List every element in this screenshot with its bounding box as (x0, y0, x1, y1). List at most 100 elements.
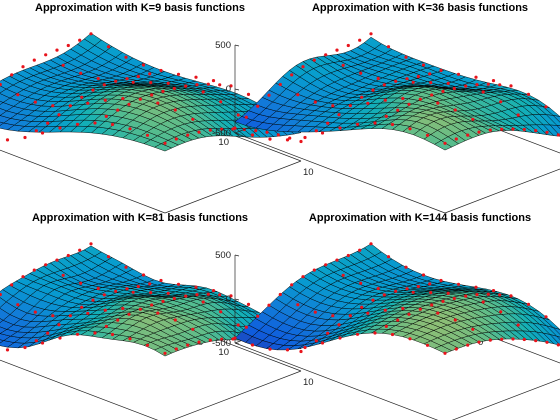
target-point (430, 303, 434, 307)
target-point (303, 135, 307, 140)
target-point (250, 343, 255, 347)
target-point (44, 53, 48, 57)
target-point (394, 289, 398, 293)
x-tick-label: 0 (478, 337, 483, 348)
subplot-title: Approximation with K=81 basis functions (32, 212, 248, 224)
target-point (371, 298, 375, 302)
target-point (131, 80, 135, 84)
target-point (127, 102, 131, 106)
target-point (191, 327, 195, 331)
target-point (229, 294, 233, 298)
z-tick-label: -500 (212, 338, 231, 349)
target-point (156, 101, 160, 105)
target-point (509, 294, 513, 298)
target-point (346, 253, 350, 258)
target-point (34, 129, 38, 133)
target-point (360, 95, 364, 99)
target-point (138, 307, 142, 311)
target-point (373, 331, 377, 335)
target-point (544, 105, 548, 109)
target-point (173, 318, 177, 322)
target-point (324, 53, 328, 57)
target-point (128, 337, 132, 341)
target-point (498, 293, 502, 297)
target-point (285, 348, 290, 352)
target-point (191, 117, 195, 121)
target-point (441, 89, 445, 93)
subplot-2: Approximation with K=36 basis functions -… (212, 2, 560, 214)
target-point (148, 282, 152, 286)
target-point (250, 133, 255, 137)
target-point (55, 48, 59, 52)
target-point (511, 337, 515, 341)
target-point (416, 74, 420, 79)
surface (234, 36, 560, 151)
target-point (79, 71, 83, 75)
target-point (454, 137, 458, 141)
target-point (68, 104, 72, 108)
target-point (509, 84, 513, 88)
target-point (396, 318, 400, 322)
target-point (335, 48, 339, 52)
target-point (359, 281, 363, 285)
target-point (346, 43, 350, 48)
target-point (244, 325, 248, 329)
target-point (138, 97, 142, 101)
target-point (40, 131, 45, 135)
target-point (148, 72, 152, 76)
target-point (522, 337, 526, 342)
target-point (125, 287, 129, 291)
target-point (176, 72, 181, 76)
target-point (390, 122, 395, 127)
target-point (404, 265, 408, 269)
target-point (89, 242, 93, 246)
target-point (407, 102, 411, 106)
target-point (195, 83, 199, 87)
target-point (320, 341, 325, 345)
target-point (425, 133, 430, 137)
target-point (443, 141, 447, 145)
target-point (290, 283, 294, 287)
target-point (486, 292, 490, 296)
target-point (166, 291, 170, 295)
surface-patch (549, 124, 560, 137)
target-point (366, 101, 370, 105)
target-point (314, 129, 318, 133)
target-point (404, 55, 408, 59)
target-point (522, 127, 526, 132)
target-point (453, 318, 457, 322)
z-tick-label: 500 (215, 250, 231, 261)
target-point (371, 88, 375, 92)
target-point (386, 255, 391, 259)
target-point (428, 72, 432, 76)
target-point (78, 38, 82, 42)
axis-line (171, 370, 302, 420)
target-point (296, 303, 300, 307)
target-point (96, 76, 100, 81)
target-point (418, 97, 422, 101)
subplot-title: Approximation with K=9 basis functions (35, 2, 245, 14)
target-point (172, 86, 176, 91)
axis-line (0, 149, 166, 214)
target-point (86, 101, 90, 105)
target-point (331, 104, 335, 108)
target-point (301, 275, 305, 279)
target-point (425, 343, 430, 347)
target-point (301, 65, 305, 69)
target-point (61, 63, 65, 67)
target-point (498, 83, 502, 87)
target-point (176, 282, 181, 286)
target-point (278, 82, 282, 87)
target-point (477, 340, 481, 344)
target-point (386, 45, 391, 49)
target-point (299, 349, 303, 354)
target-point (121, 96, 125, 101)
target-point (481, 300, 485, 304)
target-point (290, 73, 294, 77)
target-point (89, 32, 93, 36)
target-point (534, 129, 538, 133)
target-point (61, 273, 65, 277)
target-point (499, 310, 503, 314)
target-point (355, 122, 360, 126)
target-point (51, 314, 55, 318)
